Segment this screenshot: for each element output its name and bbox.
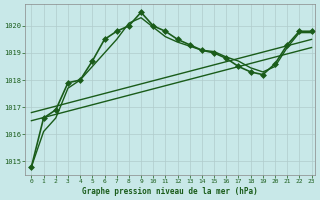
X-axis label: Graphe pression niveau de la mer (hPa): Graphe pression niveau de la mer (hPa) <box>82 187 258 196</box>
